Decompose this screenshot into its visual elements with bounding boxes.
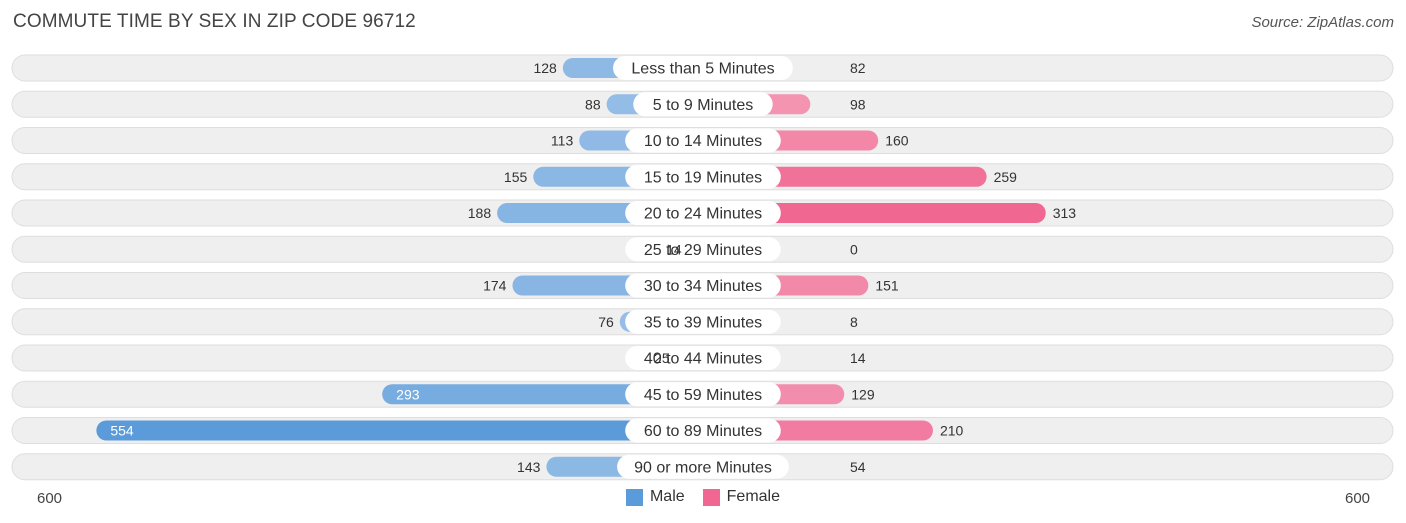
value-label-female: 8	[850, 314, 858, 330]
chart-legend: Male Female	[0, 488, 1406, 506]
chart-source: Source: ZipAtlas.com	[1251, 14, 1394, 31]
axis-right-label: 600	[1345, 490, 1371, 507]
value-label-female: 14	[850, 350, 866, 366]
category-label: 35 to 39 Minutes	[644, 314, 762, 331]
value-label-male: 155	[504, 169, 528, 185]
legend-swatch-female	[702, 488, 720, 506]
category-label-pill	[625, 346, 781, 370]
category-label-pill	[613, 56, 793, 80]
value-label-female: 129	[851, 386, 875, 402]
category-label: 40 to 44 Minutes	[644, 351, 762, 368]
category-label-pill	[625, 128, 781, 153]
category-label-pill	[633, 92, 773, 117]
value-label-male: 76	[598, 314, 614, 330]
category-label-pill	[625, 418, 781, 443]
value-label-female: 98	[850, 96, 866, 112]
category-label-pill	[625, 309, 781, 334]
legend-swatch-male	[625, 488, 643, 506]
category-label-pill	[625, 382, 781, 407]
category-label-pill	[625, 237, 781, 262]
category-label: 90 or more Minutes	[634, 459, 772, 476]
legend-item-female: Female	[702, 488, 781, 506]
category-label: 30 to 34 Minutes	[644, 278, 762, 295]
value-label-male: 14	[666, 241, 682, 257]
value-label-male: 25	[654, 350, 670, 366]
value-label-male: 293	[396, 386, 420, 402]
value-label-female: 313	[1053, 205, 1077, 221]
legend-item-male: Male	[625, 488, 685, 506]
category-label: 20 to 24 Minutes	[644, 206, 762, 223]
value-label-female: 0	[850, 241, 858, 257]
value-label-male: 554	[110, 423, 134, 439]
category-label: 45 to 59 Minutes	[644, 387, 762, 404]
bar-male	[382, 384, 703, 405]
category-label-pill	[617, 454, 789, 479]
bar-female	[703, 203, 1046, 223]
legend-label-female: Female	[726, 488, 781, 505]
category-label: 15 to 19 Minutes	[644, 169, 762, 186]
value-label-female: 82	[850, 60, 866, 76]
category-label: 5 to 9 Minutes	[653, 97, 754, 114]
bar-male	[96, 420, 704, 441]
value-label-male: 188	[468, 205, 492, 221]
value-label-female: 151	[875, 278, 899, 294]
category-label-pill	[625, 164, 781, 189]
value-label-female: 259	[994, 169, 1018, 185]
value-label-male: 113	[551, 133, 574, 149]
axis-left-label: 600	[37, 490, 63, 507]
chart-title: COMMUTE TIME BY SEX IN ZIP CODE 96712	[13, 11, 416, 32]
category-label: 60 to 89 Minutes	[644, 423, 762, 440]
value-label-male: 128	[533, 60, 557, 76]
value-label-female: 160	[885, 133, 909, 149]
category-label-pill	[625, 201, 781, 225]
value-label-female: 210	[940, 423, 964, 439]
category-label: 10 to 14 Minutes	[644, 133, 762, 150]
category-label: Less than 5 Minutes	[631, 61, 774, 78]
value-label-male: 174	[483, 278, 507, 294]
value-label-female: 54	[850, 459, 866, 475]
value-label-male: 88	[585, 96, 601, 112]
category-label-pill	[625, 273, 781, 298]
legend-label-male: Male	[649, 488, 685, 505]
value-label-male: 143	[517, 459, 541, 475]
category-label: 25 to 29 Minutes	[644, 242, 762, 259]
